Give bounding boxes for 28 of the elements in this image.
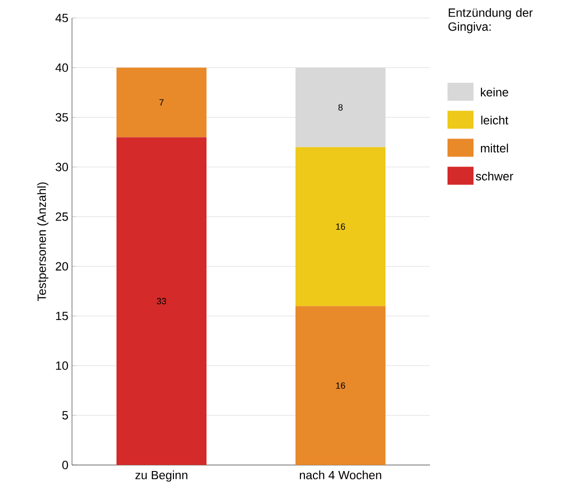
y-tick-label: 10 — [56, 361, 68, 370]
legend-label: mittel — [480, 144, 508, 152]
x-tick-label: nach 4 Wochen — [300, 470, 382, 480]
data-label: 16 — [336, 223, 346, 230]
data-label: 16 — [336, 382, 346, 389]
y-axis-title: Testpersonen (Anzahl) — [37, 182, 48, 302]
y-tick-label: 30 — [56, 162, 68, 172]
bar — [296, 68, 386, 148]
y-tick-label: 40 — [55, 63, 68, 72]
y-tick-label: 20 — [56, 262, 68, 271]
y-tick-label: 45 — [55, 14, 68, 22]
legend-label: leicht — [481, 116, 508, 124]
bar — [296, 147, 386, 306]
x-tick-label: zu Beginn — [135, 470, 188, 482]
bar — [116, 137, 206, 465]
bar — [116, 68, 206, 138]
data-label: 8 — [338, 104, 343, 111]
y-tick-label: 25 — [56, 212, 68, 221]
legend-title: Entzündung der Gingiva: — [448, 8, 533, 34]
data-label: 7 — [159, 99, 164, 106]
y-tick-label: 0 — [62, 460, 68, 470]
bar — [296, 306, 386, 465]
y-tick-label: 35 — [56, 113, 68, 122]
y-tick-label: 15 — [56, 312, 68, 320]
legend-label: schwer — [476, 172, 514, 180]
legend-label: keine — [480, 88, 508, 96]
y-tick-label: 5 — [62, 411, 68, 420]
data-label: 33 — [156, 298, 166, 304]
